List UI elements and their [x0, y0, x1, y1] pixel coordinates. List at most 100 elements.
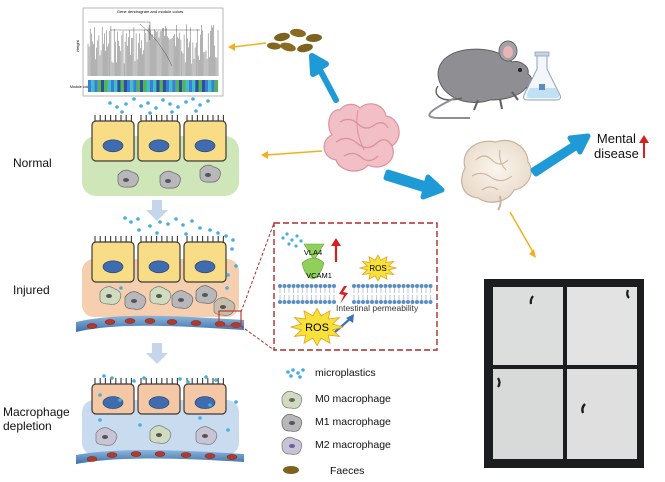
lipid-head	[352, 300, 356, 304]
gold-arrows	[228, 42, 536, 258]
lipid-head	[300, 284, 305, 288]
lipid-head	[374, 300, 379, 304]
module-color-cell	[117, 80, 121, 92]
microplastic-particle	[123, 216, 127, 220]
depletion-blood-vessel	[76, 449, 244, 464]
microplastic-particle	[176, 105, 180, 109]
depletion-epithelial-cells	[91, 378, 227, 415]
microplastic-particle	[102, 374, 106, 378]
lipid-head	[296, 284, 300, 288]
cell-nucleus	[148, 396, 170, 409]
module-color-cell	[91, 80, 95, 92]
microplastic-particle	[198, 226, 202, 230]
faeces-to-dendrogram-arrow	[232, 42, 267, 48]
lipid-head	[401, 284, 406, 288]
lipid-head	[388, 300, 392, 304]
red-blood-cell	[226, 454, 238, 460]
depletion-microplastics	[98, 374, 238, 432]
lipid-head	[424, 284, 428, 288]
module-color-cell	[156, 80, 160, 92]
microvilli	[186, 378, 224, 384]
microplastic-particle	[132, 379, 136, 383]
inset-microplastics	[281, 232, 303, 248]
microplastic-particle	[132, 97, 136, 101]
module-color-cell	[188, 80, 193, 92]
microplastic-particle	[290, 238, 294, 242]
microplastic-particle	[206, 99, 210, 103]
lipid-head	[314, 284, 318, 288]
lipid-head	[300, 300, 305, 304]
lipid-head	[291, 284, 296, 288]
lipid-head	[327, 284, 332, 288]
microplastic-particle	[166, 222, 170, 226]
lipid-head	[383, 300, 388, 304]
lipid-head	[287, 300, 291, 304]
normal-epithelial-cells	[91, 115, 227, 162]
blue-flow-arrows	[309, 53, 591, 200]
cell-nucleus	[194, 139, 216, 153]
red-blood-cell	[130, 451, 142, 457]
module-color-cell	[192, 80, 196, 92]
module-color-cell	[214, 80, 219, 92]
module-color-cell	[159, 80, 163, 92]
stage-label-depletion-line1: Macrophage	[3, 405, 70, 419]
open-field-photo	[484, 279, 644, 468]
microplastic-particle	[155, 231, 159, 235]
microplastic-particle	[214, 378, 218, 382]
microplastic-particle	[224, 234, 228, 238]
module-color-cell	[114, 80, 118, 92]
microplastic-particle	[234, 400, 238, 404]
module-color-cell	[208, 80, 212, 92]
lipid-head	[365, 300, 370, 304]
dendrogram-branch-set	[87, 21, 219, 76]
microplastic-particle	[129, 220, 133, 224]
microplastic-particle	[115, 105, 119, 109]
vla4-receptor	[303, 243, 325, 261]
depletion-macrophages	[95, 425, 218, 446]
cell-nucleus	[148, 260, 170, 274]
legend-m2-swatch	[281, 436, 303, 455]
lipid-head	[332, 300, 336, 304]
module-color-cell	[149, 80, 154, 92]
outcome-line2: disease	[594, 146, 639, 161]
microplastic-particle	[198, 416, 202, 420]
microplastic-particle	[178, 377, 182, 381]
lipid-head	[361, 284, 365, 288]
module-color-bar	[88, 80, 219, 92]
red-blood-cell	[124, 318, 136, 324]
microplastic-particle	[234, 264, 238, 268]
mouse-track-3	[497, 377, 501, 388]
module-color-cell	[205, 80, 209, 92]
depletion-red-blood-cells	[86, 451, 238, 462]
legend	[281, 368, 305, 474]
module-color-cell	[172, 80, 176, 92]
module-color-cell	[185, 80, 189, 92]
lipid-head	[428, 300, 433, 304]
red-blood-cell	[86, 323, 98, 329]
ros-small-burst	[358, 254, 398, 282]
microplastic-particle	[184, 100, 188, 104]
module-color-cell	[127, 80, 131, 92]
microplastic-particle	[154, 106, 158, 110]
lipid-head	[383, 284, 388, 288]
microplastic-particle	[208, 403, 212, 407]
lipid-head	[323, 300, 327, 304]
microvilli	[140, 378, 178, 384]
microplastic-particle	[231, 238, 235, 242]
vcam1-label: VCAM1	[306, 271, 332, 280]
legend-label-m1: M1 macrophage	[315, 416, 391, 428]
microplastic-particle	[194, 109, 198, 113]
module-color-cell	[136, 80, 141, 92]
microplastic-particle	[204, 375, 208, 379]
module-color-cell	[166, 80, 170, 92]
microplastic-particle	[108, 101, 112, 105]
microplastic-particle	[158, 220, 162, 224]
vla4-label: VLA4	[304, 248, 322, 257]
module-color-cell	[123, 80, 128, 92]
dendrogram-branches	[87, 21, 219, 76]
microplastic-particle	[146, 101, 150, 105]
epithelial-membrane	[278, 284, 433, 304]
injured-blood-vessel	[76, 315, 244, 332]
lipid-head	[287, 284, 291, 288]
